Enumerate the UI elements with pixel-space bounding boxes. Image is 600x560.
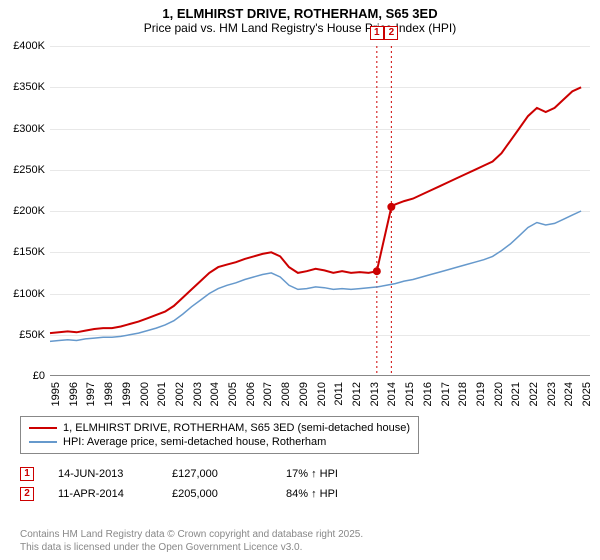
- event-id-box: 2: [20, 487, 34, 501]
- legend-label: 1, ELMHIRST DRIVE, ROTHERHAM, S65 3ED (s…: [63, 422, 410, 434]
- y-tick-label: £200K: [13, 205, 45, 217]
- legend-item: HPI: Average price, semi-detached house,…: [29, 435, 410, 449]
- y-tick-label: £400K: [13, 40, 45, 52]
- event-id-box: 1: [20, 467, 34, 481]
- footer-attribution: Contains HM Land Registry data © Crown c…: [20, 528, 363, 554]
- chart-title-block: 1, ELMHIRST DRIVE, ROTHERHAM, S65 3ED Pr…: [0, 0, 600, 37]
- event-table-row: 1 14-JUN-2013 £127,000 17% ↑ HPI: [20, 464, 580, 484]
- event-date: 14-JUN-2013: [58, 468, 148, 480]
- event-table: 1 14-JUN-2013 £127,000 17% ↑ HPI 2 11-AP…: [20, 464, 580, 504]
- series-line: [50, 87, 581, 333]
- event-date: 11-APR-2014: [58, 488, 148, 500]
- footer-line: This data is licensed under the Open Gov…: [20, 541, 363, 554]
- y-tick-label: £300K: [13, 123, 45, 135]
- event-price: £127,000: [172, 468, 262, 480]
- chart-title: 1, ELMHIRST DRIVE, ROTHERHAM, S65 3ED: [0, 6, 600, 21]
- series-line: [50, 211, 581, 341]
- legend-label: HPI: Average price, semi-detached house,…: [63, 436, 326, 448]
- event-marker: [373, 267, 381, 275]
- legend-swatch-blue: [29, 441, 57, 443]
- legend-swatch-red: [29, 427, 57, 429]
- y-tick-label: £350K: [13, 81, 45, 93]
- chart-area: £0£50K£100K£150K£200K£250K£300K£350K£400…: [50, 46, 590, 376]
- event-flag: 1: [370, 26, 384, 40]
- event-delta: 84% ↑ HPI: [286, 488, 376, 500]
- y-tick-label: £250K: [13, 164, 45, 176]
- legend-block: 1, ELMHIRST DRIVE, ROTHERHAM, S65 3ED (s…: [20, 416, 580, 504]
- event-table-row: 2 11-APR-2014 £205,000 84% ↑ HPI: [20, 484, 580, 504]
- y-tick-label: £0: [33, 370, 45, 382]
- legend-item: 1, ELMHIRST DRIVE, ROTHERHAM, S65 3ED (s…: [29, 421, 410, 435]
- y-tick-label: £100K: [13, 288, 45, 300]
- footer-line: Contains HM Land Registry data © Crown c…: [20, 528, 363, 541]
- chart-subtitle: Price paid vs. HM Land Registry's House …: [0, 21, 600, 35]
- event-marker: [387, 203, 395, 211]
- y-tick-label: £150K: [13, 246, 45, 258]
- event-flag: 2: [384, 26, 398, 40]
- event-price: £205,000: [172, 488, 262, 500]
- y-tick-label: £50K: [19, 329, 45, 341]
- legend-box: 1, ELMHIRST DRIVE, ROTHERHAM, S65 3ED (s…: [20, 416, 419, 454]
- event-delta: 17% ↑ HPI: [286, 468, 376, 480]
- chart-svg: [50, 46, 590, 376]
